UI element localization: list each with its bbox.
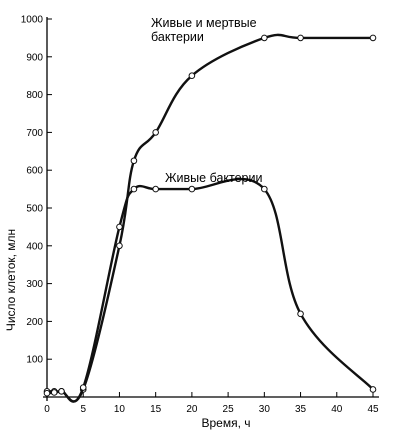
series-label: бактерии <box>151 30 204 44</box>
data-point <box>297 310 304 318</box>
x-tick-label: 15 <box>150 404 162 415</box>
x-tick-label: 10 <box>114 404 126 415</box>
x-tick-label: 0 <box>44 404 50 415</box>
x-tick-label: 5 <box>80 404 86 415</box>
data-point <box>43 389 51 397</box>
data-point <box>50 389 58 396</box>
x-ticks: 0 5 10 15 20 25 30 35 40 45 <box>44 392 379 415</box>
series-2: Живые бактерии <box>43 171 377 403</box>
y-tick-label: 1000 <box>21 15 44 26</box>
x-tick-label: 20 <box>186 404 198 415</box>
x-tick-label: 35 <box>295 404 307 415</box>
y-tick-label: 700 <box>26 128 43 139</box>
y-tick-label: 900 <box>26 52 43 63</box>
x-tick-label: 30 <box>259 404 271 415</box>
data-point <box>369 34 377 42</box>
y-tick-label: 200 <box>26 317 43 328</box>
x-tick-label: 25 <box>223 404 235 415</box>
y-tick-label: 600 <box>26 166 43 177</box>
data-point <box>130 157 138 165</box>
x-tick-label: 45 <box>367 404 379 415</box>
y-tick-label: 400 <box>26 241 43 252</box>
data-point <box>188 72 196 79</box>
x-tick-label: 40 <box>331 404 343 415</box>
data-point <box>152 185 159 193</box>
y-axis-title: Число клеток, млн <box>4 229 18 331</box>
data-point <box>79 384 87 391</box>
y-tick-label: 500 <box>26 204 43 215</box>
data-point <box>188 185 196 193</box>
data-point <box>152 129 159 136</box>
y-tick-label: 800 <box>26 90 43 101</box>
data-point <box>116 223 123 231</box>
axes <box>43 17 379 401</box>
x-axis-title: Время, ч <box>201 416 250 430</box>
data-point <box>130 185 138 193</box>
y-tick-label: 300 <box>26 279 43 290</box>
y-ticks: 100 200 300 400 500 600 700 800 900 1000 <box>21 15 52 366</box>
data-point <box>58 388 65 395</box>
series-label: Живые и мертвые <box>151 16 257 30</box>
series-label: Живые бактерии <box>165 171 262 185</box>
data-point <box>297 34 304 42</box>
y-tick-label: 100 <box>26 355 43 366</box>
data-point <box>261 34 268 42</box>
series-line <box>45 177 375 403</box>
data-point <box>116 242 123 250</box>
data-point <box>261 185 268 193</box>
data-point <box>369 386 377 393</box>
